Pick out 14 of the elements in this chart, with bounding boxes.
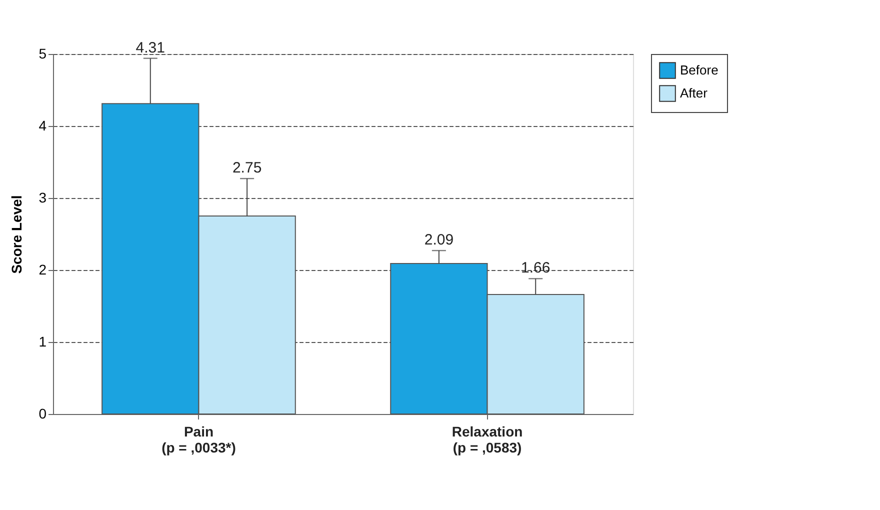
y-tick-label: 3 [38,190,47,206]
data-label: 2.75 [232,160,262,177]
y-tick-label: 4 [38,118,47,134]
y-axis-title: Score Level [8,195,25,274]
y-tick-label: 1 [38,334,47,350]
x-tick-label: Relaxation (p = ,0583) [452,424,523,456]
y-tick-label: 0 [38,406,47,422]
legend-label: After [680,86,708,100]
data-label: 2.09 [424,232,454,249]
data-label: 4.31 [136,39,165,56]
x-tick-label: Pain (p = ,0033*) [162,424,236,456]
y-tick-label: 5 [38,46,47,62]
legend-label: Before [680,62,718,78]
y-tick-label: 2 [38,262,47,278]
